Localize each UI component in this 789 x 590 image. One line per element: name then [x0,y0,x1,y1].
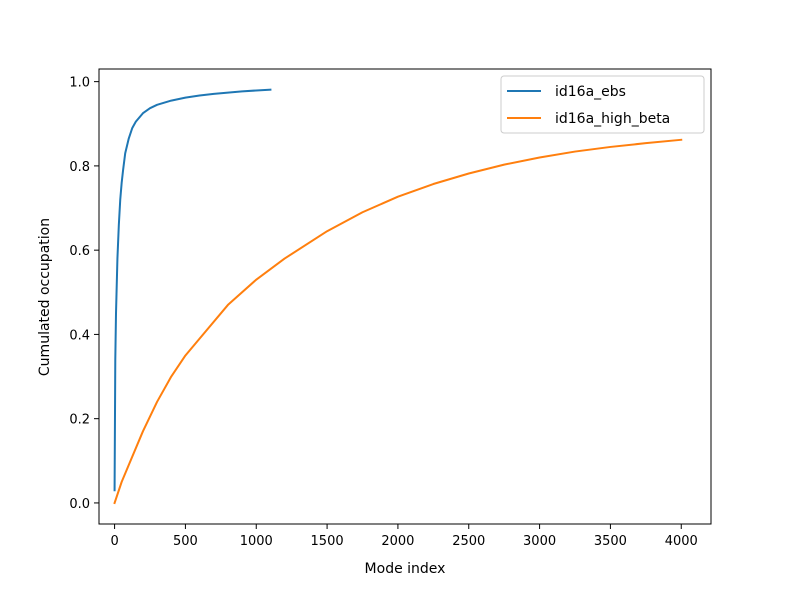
legend-label-id16a_ebs: id16a_ebs [555,84,626,100]
x-tick-label: 0 [110,534,118,549]
x-tick-label: 3000 [523,534,556,549]
y-axis-label: Cumulated occupation [37,218,53,376]
legend: id16a_ebs id16a_high_beta [500,75,705,134]
x-axis: 0 500 1000 1500 2000 2500 3000 3500 4000 [110,524,698,549]
x-tick-label: 1000 [240,534,273,549]
series-line-id16a_ebs [113,88,272,492]
y-tick-label: 0.2 [69,413,90,428]
x-tick-label: 2000 [381,534,414,549]
y-tick-label: 0.6 [69,244,90,259]
plot-frame [98,68,712,525]
series-line-id16a_high_beta [113,138,683,505]
series-layer [113,88,683,505]
y-tick-label: 0.4 [69,328,90,343]
y-tick-label: 0.0 [69,497,90,512]
x-tick-label: 500 [173,534,198,549]
legend-label-id16a_high_beta: id16a_high_beta [555,111,670,127]
x-tick-label: 2500 [452,534,485,549]
y-tick-label: 0.8 [69,160,90,175]
x-axis-label: Mode index [365,561,446,577]
y-tick-label: 1.0 [69,76,90,91]
y-axis: 0.0 0.2 0.4 0.6 0.8 1.0 [69,76,99,512]
legend-box [500,75,705,134]
x-tick-label: 3500 [594,534,627,549]
x-tick-label: 1500 [311,534,344,549]
x-tick-label: 4000 [665,534,698,549]
